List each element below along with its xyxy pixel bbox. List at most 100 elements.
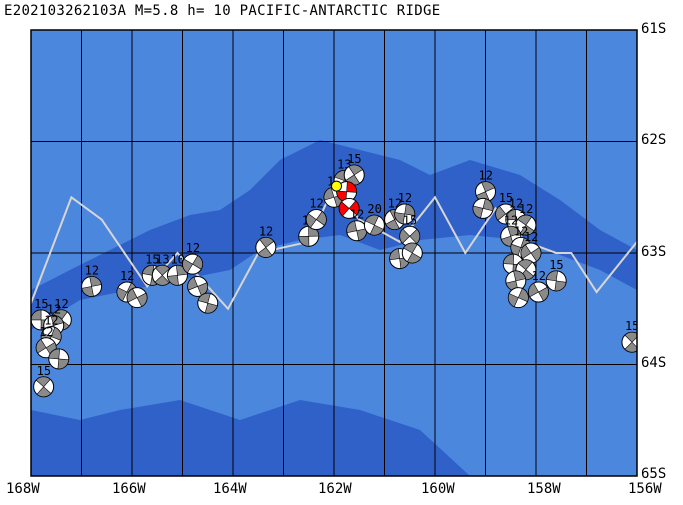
mechanism-depth-label: 12 bbox=[350, 208, 364, 222]
focal-mechanism[interactable]: 12 bbox=[182, 241, 204, 275]
mechanism-depth-label: 12 bbox=[519, 202, 533, 216]
focal-mechanism[interactable]: 12 bbox=[346, 208, 368, 242]
focal-mechanism[interactable] bbox=[126, 287, 148, 309]
focal-mechanism[interactable] bbox=[48, 348, 70, 370]
beachball-compressional-quadrant bbox=[528, 282, 539, 298]
beachball-compressional-quadrant bbox=[394, 212, 406, 225]
focal-mechanism[interactable] bbox=[507, 287, 529, 309]
mechanism-depth-label: 12 bbox=[514, 224, 528, 238]
lat-label-3: 64S bbox=[641, 355, 667, 371]
mechanism-depth-label: 15 bbox=[347, 152, 361, 166]
beachball-compressional-quadrant bbox=[50, 315, 64, 326]
focal-mechanism[interactable]: 15 bbox=[621, 319, 642, 353]
beachball-compressional-quadrant bbox=[167, 274, 179, 286]
beachball-compressional-quadrant bbox=[517, 259, 533, 271]
mechanism-depth-label: 12 bbox=[44, 314, 58, 328]
beachball-compressional-quadrant bbox=[116, 287, 128, 302]
beachball-compressional-quadrant bbox=[126, 288, 138, 303]
beachball-compressional-quadrant bbox=[338, 201, 350, 217]
focal-mechanism[interactable] bbox=[187, 275, 209, 297]
mechanism-depth-label: 13 bbox=[155, 252, 169, 266]
focal-mechanism[interactable]: 10 bbox=[166, 252, 188, 286]
focal-mechanism[interactable] bbox=[472, 197, 494, 219]
beachball-compressional-quadrant bbox=[364, 214, 380, 226]
focal-mechanism[interactable]: 15 bbox=[343, 152, 365, 186]
lon-label-4: 160W bbox=[421, 481, 455, 497]
mechanism-depth-label: 12 bbox=[47, 302, 61, 316]
focal-mechanism[interactable]: 12 bbox=[394, 191, 416, 225]
focal-mechanism[interactable] bbox=[505, 270, 527, 292]
mechanism-depth-label: 12 bbox=[309, 197, 323, 211]
beachball-compressional-quadrant bbox=[481, 181, 496, 193]
focal-mechanism[interactable]: 12 bbox=[475, 169, 496, 203]
beachball-compressional-quadrant bbox=[520, 244, 532, 260]
focal-mechanism[interactable]: 12 bbox=[298, 213, 320, 247]
beachball-compressional-quadrant bbox=[513, 270, 526, 282]
beachball-compressional-quadrant bbox=[187, 276, 199, 291]
mechanism-depth-label: 12 bbox=[54, 297, 68, 311]
lat-label-0: 61S bbox=[641, 21, 667, 37]
focal-mechanism[interactable]: 15 bbox=[33, 364, 55, 398]
beachball-compressional-quadrant bbox=[502, 253, 515, 265]
focal-mechanism[interactable]: 20 bbox=[363, 202, 385, 236]
lon-label-6: 156W bbox=[628, 481, 662, 497]
focal-mechanism[interactable]: 12 bbox=[520, 230, 542, 264]
beachball-compressional-quadrant bbox=[81, 286, 94, 297]
beachball-compressional-quadrant bbox=[545, 270, 558, 282]
beachball-compressional-quadrant bbox=[48, 348, 60, 360]
beachball-compressional-quadrant bbox=[505, 209, 517, 221]
focal-mechanism[interactable]: 15 bbox=[545, 258, 567, 292]
focal-mechanisms: 1512121212151212151310121212121213151220… bbox=[31, 152, 642, 398]
beachball-compressional-quadrant bbox=[52, 309, 68, 321]
beachball-compressional-quadrant bbox=[192, 255, 203, 270]
beachball-compressional-quadrant bbox=[315, 211, 327, 226]
beachball-compressional-quadrant bbox=[406, 252, 422, 264]
mechanism-depth-label: 15 bbox=[37, 364, 51, 378]
focal-mechanism[interactable] bbox=[338, 197, 360, 219]
focal-mechanism[interactable]: 12 bbox=[528, 269, 550, 303]
mechanism-depth-label: 15 bbox=[625, 319, 639, 333]
lon-label-3: 162W bbox=[318, 481, 352, 497]
mechanism-depth-label: 12 bbox=[479, 169, 493, 183]
focal-mechanism[interactable]: 12 bbox=[515, 202, 537, 236]
beachball-compressional-quadrant bbox=[554, 280, 567, 292]
focal-mechanism[interactable]: 12 bbox=[81, 263, 103, 297]
beachball-compressional-quadrant bbox=[323, 187, 335, 201]
beachball-compressional-quadrant bbox=[348, 164, 364, 176]
beachball-compressional-quadrant bbox=[197, 292, 211, 304]
beachball-compressional-quadrant bbox=[182, 258, 194, 274]
beachball-compressional-quadrant bbox=[154, 274, 170, 286]
lat-label-2: 63S bbox=[641, 244, 667, 260]
beachball-compressional-quadrant bbox=[259, 237, 275, 248]
beachball-compressional-quadrant bbox=[142, 265, 155, 276]
mechanism-depth-label: 15 bbox=[145, 252, 159, 266]
beachball-compressional-quadrant bbox=[136, 292, 148, 307]
focal-mechanism[interactable]: 15 bbox=[399, 213, 421, 247]
beachball-compressional-quadrant bbox=[257, 247, 273, 258]
beachball-compressional-quadrant bbox=[35, 376, 51, 388]
mechanism-depth-label: 15 bbox=[403, 213, 417, 227]
mechanism-depth-label: 12 bbox=[524, 230, 538, 244]
beachball-compressional-quadrant bbox=[508, 293, 519, 308]
beachball-compressional-quadrant bbox=[348, 200, 360, 216]
mechanism-depth-label: 12 bbox=[509, 197, 523, 211]
beachball-compressional-quadrant bbox=[403, 242, 418, 254]
mechanism-depth-label: 12 bbox=[259, 224, 273, 238]
focal-mechanism[interactable]: 12 bbox=[255, 224, 277, 258]
lat-label-4: 65S bbox=[641, 466, 667, 482]
beachball-compressional-quadrant bbox=[346, 181, 357, 193]
lon-label-1: 166W bbox=[112, 481, 146, 497]
mechanism-depth-label: 15 bbox=[499, 191, 513, 205]
epicenter-marker bbox=[331, 180, 343, 192]
beachball-compressional-quadrant bbox=[624, 331, 637, 343]
mechanism-depth-label: 15 bbox=[549, 258, 563, 272]
mechanism-depth-label: 12 bbox=[39, 325, 53, 339]
focal-mechanism[interactable] bbox=[197, 292, 219, 314]
focal-mechanism[interactable] bbox=[401, 242, 423, 264]
beachball-compressional-quadrant bbox=[495, 205, 507, 221]
mechanism-depth-label: 12 bbox=[504, 213, 518, 227]
mechanism-depth-label: 12 bbox=[398, 191, 412, 205]
focal-mechanism[interactable]: 12 bbox=[305, 197, 327, 231]
beachball-compressional-quadrant bbox=[399, 228, 411, 244]
focal-mechanism[interactable]: 13 bbox=[151, 252, 173, 286]
